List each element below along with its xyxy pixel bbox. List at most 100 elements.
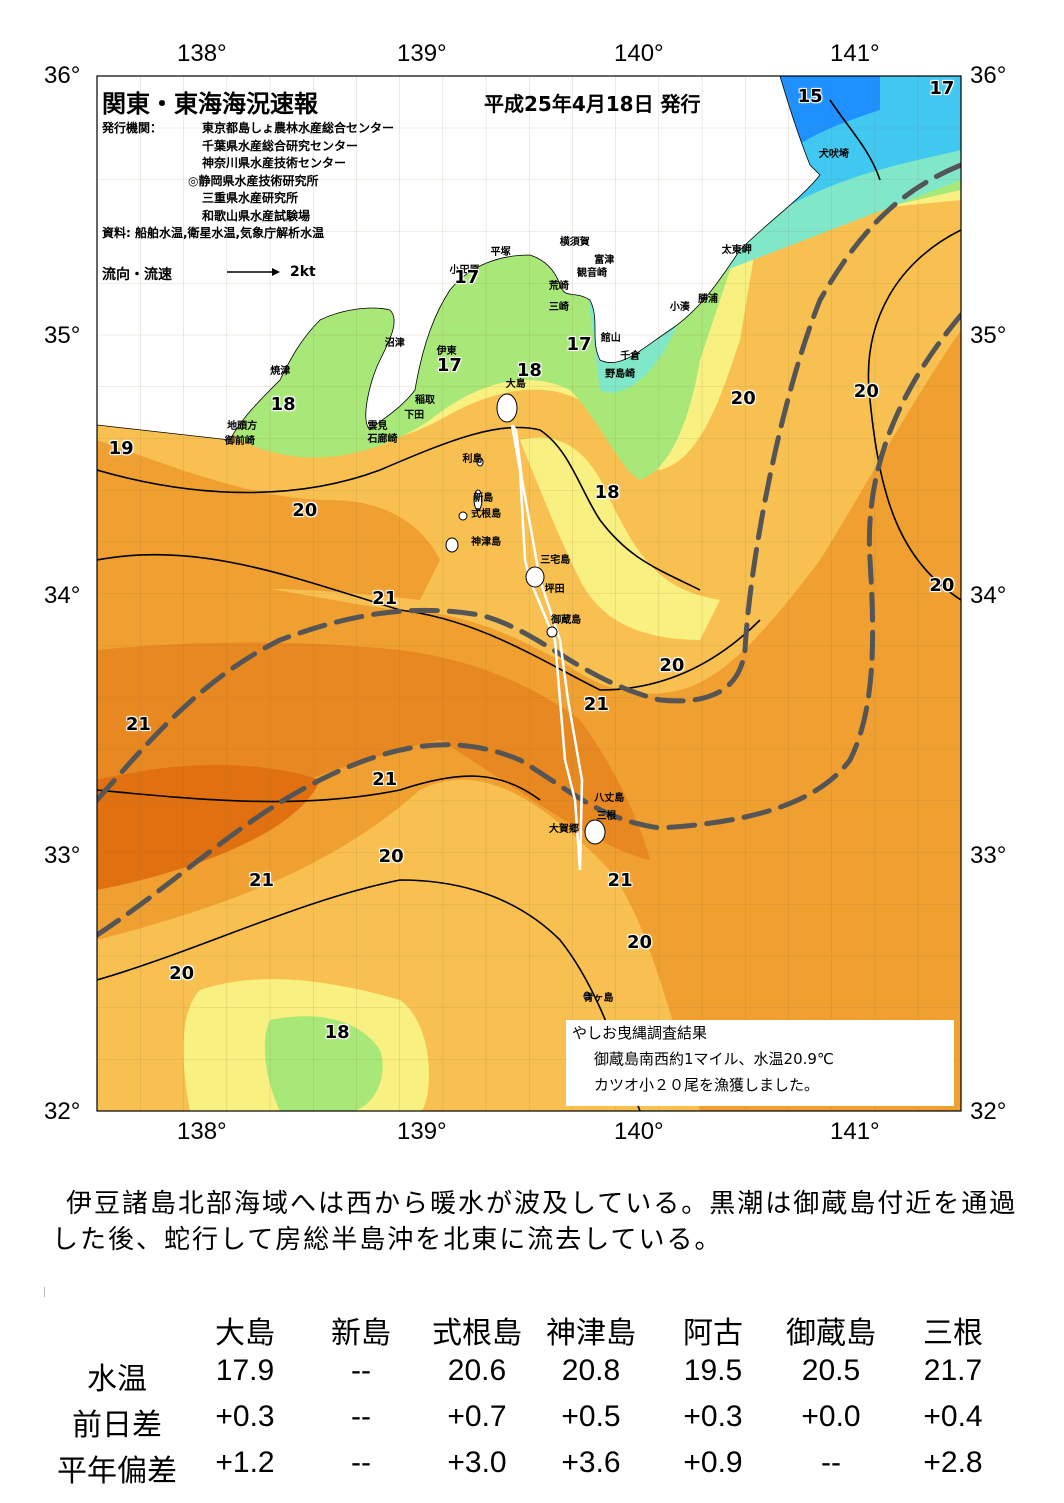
- place-label: 青ヶ島: [583, 992, 614, 1004]
- table-cell: +0.4: [923, 1400, 983, 1433]
- agency-item: 和歌山県水産試験場: [202, 208, 311, 223]
- place-label: 式根島: [471, 508, 502, 520]
- place-label: 小湊: [669, 301, 690, 313]
- place-label: 神津島: [471, 537, 502, 549]
- lon-top-141: 141°: [830, 40, 880, 67]
- table-cell: --: [821, 1446, 841, 1479]
- isotherm-label: 21: [372, 587, 398, 609]
- place-label: 八丈島: [594, 793, 625, 805]
- survey-track: [510, 424, 584, 871]
- isotherm-label: 19: [108, 437, 134, 459]
- lon-bottom-139: 139°: [397, 1118, 447, 1145]
- place-label: 稲取: [415, 394, 435, 406]
- table-cell: +0.0: [801, 1400, 861, 1433]
- table-cell: 19.5: [683, 1354, 743, 1387]
- place-label: 千倉: [620, 350, 641, 362]
- table-cell: 20.5: [801, 1354, 861, 1387]
- flow-legend-label: 流向・流速: [102, 267, 172, 283]
- row-label: 水温: [87, 1363, 147, 1396]
- islands: [445, 393, 606, 1001]
- isotherm-label: 17: [436, 354, 462, 376]
- place-label: 富津: [594, 255, 615, 267]
- isotherm-label: 21: [249, 869, 275, 891]
- place-label: 下田: [404, 410, 425, 422]
- place-label: 観音崎: [577, 268, 607, 280]
- island-aogashima: [583, 991, 591, 1001]
- lat-left-35: 35°: [44, 322, 81, 349]
- lat-right-33: 33°: [970, 842, 1007, 869]
- isotherm-label: 17: [566, 334, 592, 356]
- isotherm-label: 20: [929, 574, 955, 596]
- station-header: 御蔵島: [786, 1317, 876, 1350]
- isotherm-label: 20: [378, 846, 404, 868]
- place-label: 坪田: [544, 583, 565, 595]
- isotherm-label: 20: [853, 380, 879, 402]
- table-cell: +1.2: [215, 1446, 275, 1479]
- isotherm-label: 18: [516, 359, 542, 381]
- lat-left-33: 33°: [44, 842, 81, 869]
- agency-item: 神奈川県水産技術センター: [202, 156, 347, 170]
- place-label: 利島: [462, 454, 483, 466]
- agency-item: 千葉県水産総合研究センター: [202, 138, 359, 153]
- place-label: 横須賀: [559, 237, 590, 248]
- island-kozushima: [445, 537, 459, 553]
- isotherm-label: 18: [594, 481, 620, 503]
- table-cell: +0.3: [683, 1400, 743, 1433]
- table-cell: +0.7: [447, 1400, 507, 1433]
- isotherm-label: 20: [627, 931, 653, 953]
- isotherm-label: 20: [730, 388, 756, 410]
- isotherm-label: 20: [659, 654, 685, 676]
- place-label: 新島: [473, 493, 494, 505]
- isotherm-label: 21: [583, 693, 609, 715]
- place-label: 雲見: [367, 420, 388, 432]
- note-line: カツオ小２０尾を漁獲しました。: [594, 1076, 820, 1094]
- lon-bottom-140: 140°: [614, 1118, 664, 1145]
- agency-item: 東京都島しょ農林水産総合センター: [202, 121, 395, 135]
- kuroshio-path: [97, 162, 961, 938]
- lon-bottom-141: 141°: [830, 1118, 880, 1145]
- table-cell: +0.9: [683, 1446, 743, 1479]
- place-label: 太東岬: [721, 244, 752, 256]
- place-label: 荒崎: [548, 281, 569, 292]
- lat-left-36: 36°: [44, 62, 81, 89]
- survey-note: やしお曳縄調査結果 御蔵島南西約1マイル、水温20.9℃ カツオ小２０尾を漁獲し…: [566, 1020, 954, 1106]
- table-cell: --: [351, 1400, 371, 1433]
- place-label: 犬吠埼: [818, 149, 849, 161]
- note-title: やしお曳縄調査結果: [572, 1024, 708, 1042]
- place-label: 御蔵島: [551, 614, 582, 626]
- lat-right-34: 34°: [970, 582, 1007, 609]
- place-label: 館山: [600, 332, 621, 344]
- table-cell: 21.7: [923, 1354, 983, 1387]
- lat-left-32: 32°: [44, 1098, 81, 1125]
- station-header: 大島: [215, 1317, 275, 1350]
- note-line: 御蔵島南西約1マイル、水温20.9℃: [594, 1050, 834, 1068]
- lat-right-35: 35°: [970, 322, 1007, 349]
- place-label: 三宅島: [540, 555, 571, 567]
- issue-date: 平成25年4月18日 発行: [484, 92, 701, 116]
- isotherm-label: 18: [324, 1022, 350, 1044]
- isotherm-label: 17: [929, 77, 955, 99]
- station-header: 神津島: [546, 1317, 636, 1350]
- map-title: 関東・東海海況速報: [102, 90, 318, 118]
- table-cell: 20.6: [447, 1354, 507, 1387]
- place-label: 石廊崎: [367, 433, 398, 445]
- lat-left-34: 34°: [44, 582, 81, 609]
- lon-top-140: 140°: [614, 40, 664, 67]
- place-label: 焼津: [270, 366, 291, 378]
- island-hachijojima: [584, 819, 606, 845]
- island-mikurajima: [546, 626, 558, 638]
- sea-temperature-map: [96, 75, 962, 1112]
- lat-right-32: 32°: [970, 1098, 1007, 1125]
- island-toshima: [476, 457, 484, 467]
- table-cell: --: [351, 1354, 371, 1387]
- grid: [97, 76, 961, 1111]
- lon-bottom-138: 138°: [177, 1118, 227, 1145]
- place-label: 小田原: [449, 265, 480, 277]
- station-header: 阿古: [683, 1317, 743, 1350]
- table-cell: +2.8: [923, 1446, 983, 1479]
- place-label: 沼津: [384, 337, 405, 349]
- place-label: 三崎: [548, 301, 569, 313]
- table-cell: 17.9: [215, 1354, 275, 1387]
- place-label: 野島崎: [605, 368, 636, 380]
- agency-item: 三重県水産研究所: [202, 191, 299, 205]
